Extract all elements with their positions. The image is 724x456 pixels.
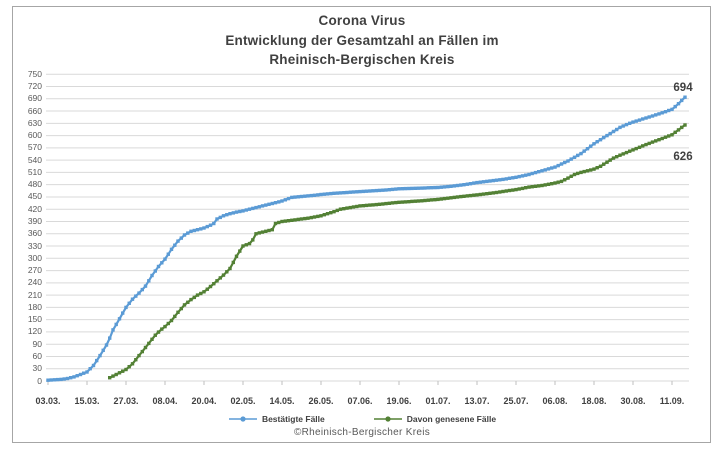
- x-axis-tick-label: 06.08.: [542, 396, 568, 406]
- x-axis-tick-label: 13.07.: [464, 396, 490, 406]
- legend-marker-confirmed-icon: [228, 416, 257, 422]
- x-axis-tick-label: 14.05.: [269, 396, 295, 406]
- chart-title-line1: Corona Virus: [318, 13, 406, 28]
- y-axis-tick-label: 750: [27, 68, 42, 79]
- y-axis-tick-label: 60: [32, 350, 42, 361]
- x-axis-tick-label: 15.03.: [74, 396, 100, 406]
- data-label-confirmed-total: 694: [673, 82, 693, 94]
- x-axis-tick-label: 08.04.: [152, 396, 178, 406]
- y-axis-tick-label: 450: [27, 191, 42, 202]
- y-axis-tick-label: 90: [32, 338, 42, 349]
- y-axis-tick-label: 720: [27, 81, 42, 92]
- x-axis-tick-label: 27.03.: [113, 396, 139, 406]
- x-axis-tick-label: 03.03.: [35, 396, 61, 406]
- series-confirmed: [46, 95, 687, 382]
- y-axis-tick-label: 120: [27, 326, 42, 337]
- y-axis-tick-label: 480: [27, 179, 42, 190]
- legend-item-recovered: Davon genesene Fälle: [373, 414, 496, 424]
- y-axis-tick-label: 240: [27, 277, 42, 288]
- x-axis-tick-label: 07.06.: [347, 396, 373, 406]
- legend-item-confirmed: Bestätigte Fälle: [228, 414, 325, 424]
- y-axis-tick-label: 690: [27, 93, 42, 104]
- y-axis-tick-label: 30: [32, 363, 42, 374]
- y-axis-tick-label: 330: [27, 240, 42, 251]
- chart-title-line2: Entwicklung der Gesamtzahl an Fällen im: [225, 32, 499, 48]
- y-axis-tick-label: 540: [27, 154, 42, 165]
- x-axis-tick-label: 25.07.: [503, 396, 529, 406]
- data-label-recovered-total: 626: [673, 151, 693, 163]
- y-axis-tick-label: 420: [27, 203, 42, 214]
- x-axis-tick-label: 01.07.: [425, 396, 451, 406]
- y-axis-tick-label: 210: [27, 289, 42, 300]
- x-axis-tick-label: 20.04.: [191, 396, 217, 406]
- y-axis-tick-label: 300: [27, 252, 42, 263]
- x-axis-tick-label: 26.05.: [308, 396, 334, 406]
- legend: Bestätigte Fälle Davon genesene Fälle: [12, 412, 712, 426]
- x-axis-tick-label: 19.06.: [386, 396, 412, 406]
- copyright-credit: ©Rheinisch-Bergischer Kreis: [293, 427, 431, 438]
- y-axis-tick-label: 570: [27, 142, 42, 153]
- y-axis-tick-label: 510: [27, 166, 42, 177]
- legend-label-confirmed: Bestätigte Fälle: [261, 414, 325, 424]
- x-axis-tick-label: 11.09.: [659, 396, 685, 406]
- legend-label-recovered: Davon genesene Fälle: [406, 414, 497, 424]
- y-axis-tick-label: 360: [27, 228, 42, 239]
- legend-marker-recovered-icon: [373, 416, 402, 422]
- y-axis-tick-label: 630: [27, 117, 42, 128]
- x-axis-tick-label: 18.08.: [581, 396, 607, 406]
- series-recovered: [108, 123, 687, 380]
- chart-title-line3: Rheinisch-Bergischen Kreis: [269, 52, 455, 67]
- y-axis-tick-label: 390: [27, 215, 42, 226]
- y-axis-tick-label: 660: [27, 105, 42, 116]
- y-axis-tick-label: 600: [27, 130, 42, 141]
- chart-title: Corona Virus Entwicklung der Gesamtzahl …: [12, 11, 712, 70]
- x-axis-tick-label: 02.05.: [230, 396, 256, 406]
- y-axis-tick-label: 0: [37, 375, 42, 386]
- y-axis-tick-label: 150: [27, 314, 42, 325]
- y-axis-tick-label: 270: [27, 265, 42, 276]
- x-axis-tick-label: 30.08.: [620, 396, 646, 406]
- chart-frame: [12, 6, 711, 443]
- y-axis-tick-label: 180: [27, 301, 42, 312]
